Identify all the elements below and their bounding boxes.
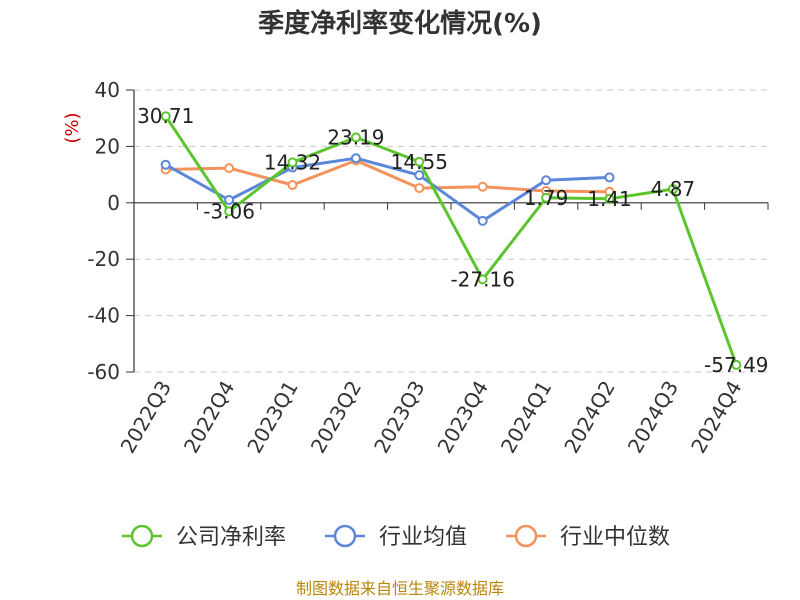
y-tick-label: 0 <box>107 191 120 215</box>
data-point <box>414 183 425 194</box>
data-point <box>414 170 425 181</box>
legend[interactable]: 公司净利率 行业均值 行业中位数 <box>122 524 670 550</box>
series-0 <box>160 111 742 370</box>
data-point <box>160 111 171 122</box>
x-tick-label: 2024Q4 <box>686 377 746 458</box>
x-tick-labels: 2022Q3 2022Q4 2023Q1 2023Q2 2023Q3 2023Q4 2024… <box>116 377 747 458</box>
data-point <box>731 359 742 370</box>
legend-marker-icon <box>514 524 538 548</box>
x-tick-label: 2023Q2 <box>306 377 366 458</box>
data-point <box>350 153 361 164</box>
y-tick-label: -60 <box>87 360 120 384</box>
y-tick-label: -20 <box>87 247 120 271</box>
legend-item-1[interactable]: 行业均值 <box>325 524 467 550</box>
data-point <box>224 163 235 174</box>
y-tick-label: -40 <box>87 304 120 328</box>
x-tick-label: 2022Q4 <box>179 377 239 458</box>
data-point <box>477 274 488 285</box>
data-label: -27.16 <box>450 267 514 291</box>
source-note: 制图数据来自恒生聚源数据库 <box>296 579 504 598</box>
data-point <box>350 132 361 143</box>
data-point <box>541 192 552 203</box>
data-point <box>477 181 488 192</box>
data-point <box>160 159 171 170</box>
data-label: 14.55 <box>391 150 448 174</box>
data-point <box>604 193 615 204</box>
x-tick-label: 2023Q1 <box>242 377 302 458</box>
data-label: 14.32 <box>264 150 321 174</box>
series-line <box>164 115 738 366</box>
series-1 <box>160 153 615 226</box>
data-point <box>224 206 235 217</box>
data-point <box>541 175 552 186</box>
data-point <box>414 156 425 167</box>
data-point <box>287 180 298 191</box>
legend-item-0[interactable]: 公司净利率 <box>122 524 286 550</box>
x-tick-label: 2023Q4 <box>433 377 493 458</box>
x-tick-label: 2023Q3 <box>369 377 429 458</box>
legend-label: 公司净利率 <box>176 525 286 550</box>
data-point <box>287 157 298 168</box>
data-label: 4.87 <box>651 177 696 201</box>
y-tick-label: 40 <box>95 78 120 102</box>
series-line <box>164 156 610 223</box>
chart-title: 季度净利率变化情况(%) <box>258 8 542 39</box>
x-tick-label: 2024Q1 <box>496 377 556 458</box>
data-label: -3.06 <box>203 199 255 223</box>
legend-marker-icon <box>333 524 357 548</box>
data-point <box>477 215 488 226</box>
series-lines <box>160 111 742 370</box>
legend-label: 行业均值 <box>379 525 467 550</box>
y-axis-label: (%) <box>62 112 83 143</box>
series-2 <box>160 155 615 197</box>
legend-label: 行业中位数 <box>560 525 670 550</box>
x-tick-label: 2022Q3 <box>116 377 176 458</box>
x-tick-label: 2024Q3 <box>623 377 683 458</box>
data-label: 23.19 <box>327 125 384 149</box>
x-tick-label: 2024Q2 <box>559 377 619 458</box>
series-line <box>165 159 610 194</box>
y-tick-label: 20 <box>95 134 120 158</box>
data-point <box>604 172 615 183</box>
legend-marker-icon <box>130 524 154 548</box>
data-label: -57.49 <box>704 353 768 377</box>
data-label: 30.71 <box>137 104 194 128</box>
grid-lines <box>134 89 768 373</box>
data-label: 1.79 <box>524 186 569 210</box>
y-tick-labels: 40 20 0 -20 -40 -60 <box>87 78 120 384</box>
legend-item-2[interactable]: 行业中位数 <box>506 524 670 550</box>
axes <box>126 89 769 373</box>
data-point <box>667 184 678 195</box>
data-label: 1.41 <box>587 187 632 211</box>
data-point <box>224 194 235 205</box>
